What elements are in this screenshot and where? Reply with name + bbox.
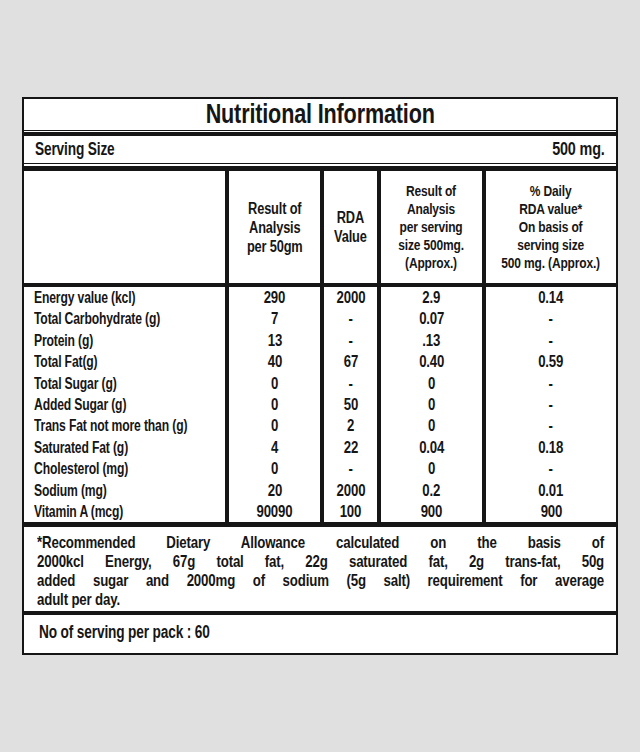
value-cell: 2000	[320, 287, 377, 308]
value-cell: 7	[225, 308, 320, 329]
nutrient-name: Vitamin A (mcg)	[24, 501, 225, 522]
value-cell: 50	[320, 394, 377, 415]
nutrient-name: Added Sugar (g)	[24, 394, 225, 415]
nutrient-name: Total Fat(g)	[24, 351, 225, 372]
value-cell: -	[320, 373, 377, 394]
value-cell: 290	[225, 287, 320, 308]
value-cell: 0	[225, 394, 320, 415]
page-title: Nutritional Information	[205, 99, 434, 130]
value-cell: -	[482, 308, 616, 329]
nutrient-name: Sodium (mg)	[24, 480, 225, 501]
nutrient-name: Total Sugar (g)	[24, 373, 225, 394]
value-cell: 0.04	[377, 437, 482, 458]
value-cell: .13	[377, 330, 482, 351]
value-cell: -	[320, 458, 377, 479]
servings-per-pack-row: No of serving per pack : 60	[24, 615, 616, 649]
value-cell: -	[320, 308, 377, 329]
value-cell: 0	[225, 415, 320, 436]
value-cell: 0.59	[482, 351, 616, 372]
column-header-analysis-per-50gm: Result of Analysis per 50gm	[225, 171, 320, 287]
value-cell: 0.07	[377, 308, 482, 329]
nutrition-facts-label: Nutritional Information Serving Size 500…	[22, 97, 618, 655]
value-cell: 2.9	[377, 287, 482, 308]
serving-size-row: Serving Size 500 mg.	[24, 136, 616, 163]
value-cell: 900	[482, 501, 616, 522]
column-header-nutrient	[24, 171, 225, 287]
value-cell: 2	[320, 415, 377, 436]
footnote-line: adult per day.	[37, 590, 604, 609]
value-cell: 0.2	[377, 480, 482, 501]
value-cell: 22	[320, 437, 377, 458]
value-cell: 67	[320, 351, 377, 372]
nutrient-name: Saturated Fat (g)	[24, 437, 225, 458]
footnote-line: added sugar and 2000mg of sodium (5g sal…	[37, 571, 604, 590]
title-bar: Nutritional Information	[24, 99, 616, 131]
nutrient-name: Energy value (kcl)	[24, 287, 225, 308]
value-cell: 0.40	[377, 351, 482, 372]
value-cell: 20	[225, 480, 320, 501]
rda-footnote: *Recommended Dietary Allowance calculate…	[24, 527, 616, 611]
value-cell: 4	[225, 437, 320, 458]
value-cell: -	[482, 458, 616, 479]
value-cell: 0.01	[482, 480, 616, 501]
servings-per-pack-text: No of serving per pack : 60	[39, 622, 210, 643]
nutrient-name: Total Carbohydrate (g)	[24, 308, 225, 329]
serving-size-value: 500 mg.	[552, 139, 605, 160]
value-cell: 0.14	[482, 287, 616, 308]
value-cell: -	[482, 394, 616, 415]
value-cell: 100	[320, 501, 377, 522]
value-cell: -	[320, 330, 377, 351]
nutrient-name: Protein (g)	[24, 330, 225, 351]
value-cell: -	[482, 415, 616, 436]
value-cell: 0	[377, 415, 482, 436]
column-header-analysis-per-serving: Result of Analysis per serving size 500m…	[377, 171, 482, 287]
value-cell: -	[482, 330, 616, 351]
value-cell: 0	[377, 394, 482, 415]
value-cell: 90090	[225, 501, 320, 522]
nutrient-name: Cholesterol (mg)	[24, 458, 225, 479]
value-cell: 0	[377, 458, 482, 479]
footnote-line: *Recommended Dietary Allowance calculate…	[37, 533, 604, 552]
column-header-daily-rda-percent: % Daily RDA value* On basis of serving s…	[482, 171, 616, 287]
value-cell: 0.18	[482, 437, 616, 458]
value-cell: 40	[225, 351, 320, 372]
serving-size-label: Serving Size	[35, 139, 115, 160]
nutrition-table: Result of Analysis per 50gm RDA Value Re…	[24, 171, 616, 522]
value-cell: 900	[377, 501, 482, 522]
value-cell: 0	[225, 373, 320, 394]
nutrient-name: Trans Fat not more than (g)	[24, 415, 225, 436]
footnote-line: 2000kcl Energy, 67g total fat, 22g satur…	[37, 552, 604, 571]
value-cell: -	[482, 373, 616, 394]
value-cell: 2000	[320, 480, 377, 501]
value-cell: 0	[225, 458, 320, 479]
value-cell: 13	[225, 330, 320, 351]
value-cell: 0	[377, 373, 482, 394]
column-header-rda-value: RDA Value	[320, 171, 377, 287]
